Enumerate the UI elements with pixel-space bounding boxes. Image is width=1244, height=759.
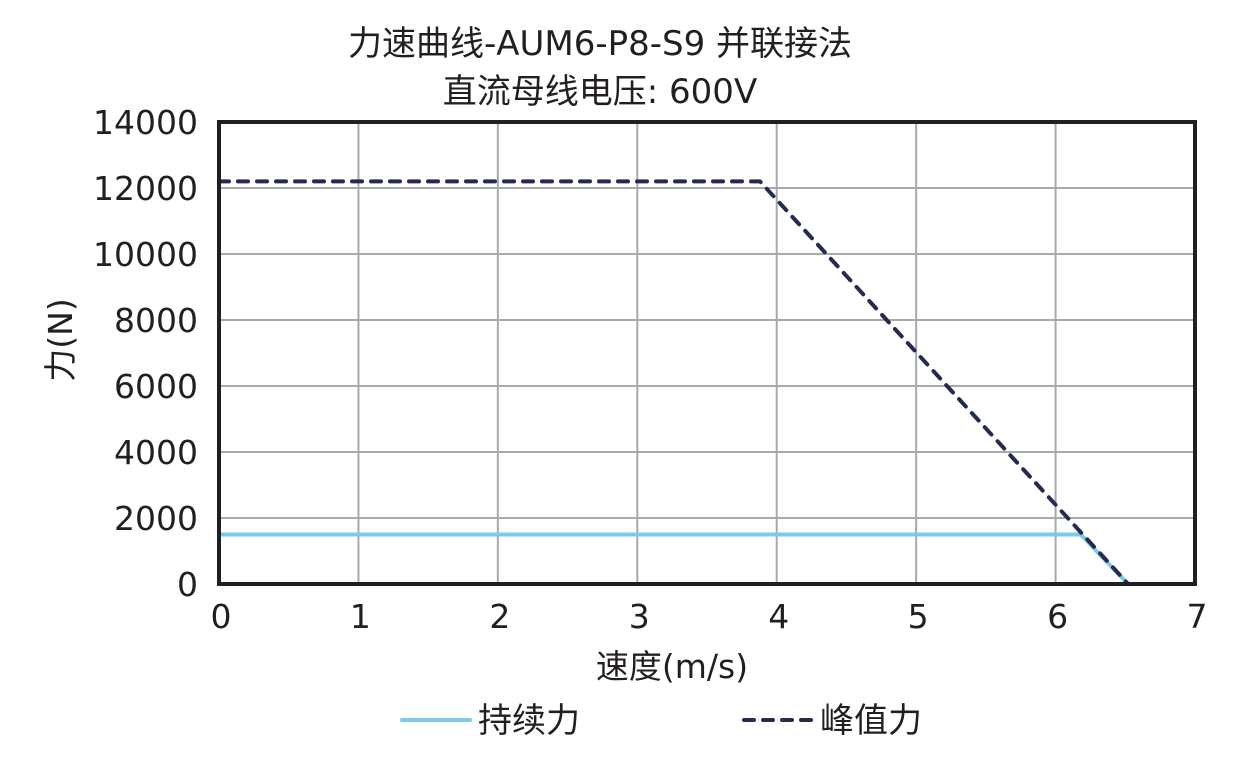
- legend-continuous-label: 持续力: [478, 701, 580, 741]
- x-tick-label: 7: [1187, 597, 1208, 636]
- y-tick-label: 8000: [114, 301, 198, 340]
- legend: 持续力 峰值力: [400, 701, 922, 741]
- x-tick-label: 6: [1047, 597, 1068, 636]
- continuous-force-line: [217, 532, 1131, 586]
- y-tick-label: 2000: [114, 499, 198, 538]
- x-tick-label: 4: [768, 597, 789, 636]
- x-axis-label: 速度(m/s): [596, 647, 748, 686]
- y-tick-label: 4000: [114, 433, 198, 472]
- y-axis-label: 力(N): [41, 298, 80, 381]
- legend-peak-label: 峰值力: [820, 701, 922, 741]
- y-tick-label: 12000: [93, 169, 198, 208]
- y-tick-label: 0: [177, 565, 198, 604]
- y-tick-label: 14000: [93, 103, 198, 142]
- peak-force-line: [217, 179, 1131, 586]
- gridlines: [218, 121, 1196, 585]
- y-tick-label: 6000: [114, 367, 198, 406]
- chart-title: 力速曲线-AUM6-P8-S9 并联接法: [347, 24, 853, 64]
- y-tick-label: 10000: [93, 235, 198, 274]
- x-tick-label: 1: [350, 597, 371, 636]
- x-tick-label: 2: [489, 597, 510, 636]
- x-axis-ticks: 0 1 2 3 4 5 6 7: [211, 597, 1208, 636]
- y-axis-ticks: 0 2000 4000 6000 8000 10000 12000 14000: [93, 103, 198, 604]
- x-tick-label: 5: [908, 597, 929, 636]
- series-lines: [217, 179, 1131, 586]
- plot-frame: [217, 120, 1197, 586]
- chart-subtitle: 直流母线电压: 600V: [442, 72, 758, 112]
- x-tick-label: 0: [211, 597, 232, 636]
- x-tick-label: 3: [629, 597, 650, 636]
